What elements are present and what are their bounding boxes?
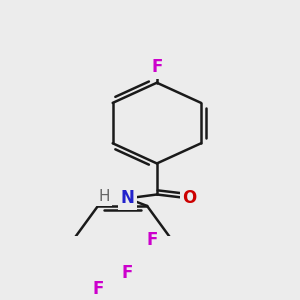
Text: H: H <box>98 188 110 203</box>
Text: F: F <box>92 280 104 298</box>
Text: O: O <box>182 189 196 207</box>
Text: N: N <box>121 189 134 207</box>
Text: F: F <box>146 230 158 248</box>
Text: F: F <box>122 264 133 282</box>
Text: F: F <box>151 58 163 76</box>
